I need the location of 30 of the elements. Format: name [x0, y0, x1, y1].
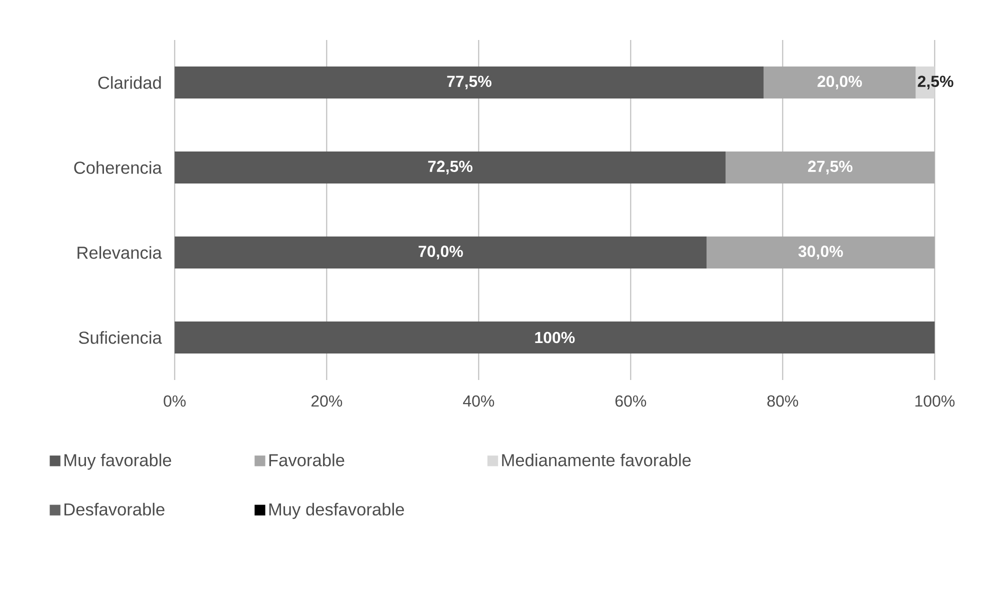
- x-tick-label: 40%: [463, 395, 494, 407]
- y-tick-label: Relevancia: [78, 246, 162, 259]
- y-tick-label: Coherencia: [74, 161, 162, 174]
- bar: [764, 66, 916, 99]
- x-tick-label: 60%: [615, 395, 646, 407]
- data-label: 27,5%: [808, 160, 852, 174]
- data-label: 72,5%: [428, 160, 472, 174]
- legend-label: Medianamente favorable: [502, 454, 691, 466]
- legend-label: Desfavorable: [64, 502, 164, 516]
- bar: [174, 236, 707, 269]
- bar: [174, 322, 935, 354]
- x-tick-label: 0%: [164, 395, 186, 407]
- bar: [174, 66, 764, 99]
- y-tick-label: Suficiencia: [78, 331, 162, 344]
- legend-label: Muy desfavorable: [269, 502, 404, 519]
- bar: [726, 152, 935, 184]
- data-label: 70,0%: [418, 246, 463, 260]
- x-tick-label: 20%: [311, 395, 342, 407]
- y-tick-label: Claridad: [98, 76, 161, 89]
- data-label: 30,0%: [798, 246, 843, 260]
- legend-label: Muy favorable: [64, 454, 172, 470]
- x-tick-label: 80%: [767, 395, 798, 407]
- data-label: 100%: [535, 332, 575, 344]
- data-label: 20,0%: [818, 76, 862, 90]
- bar: [706, 236, 935, 269]
- data-label: 2,5%: [918, 76, 954, 90]
- data-label: 77,5%: [447, 76, 492, 90]
- legend-label: Favorable: [269, 454, 344, 466]
- x-tick-label: 100%: [915, 395, 955, 407]
- bar: [174, 152, 726, 184]
